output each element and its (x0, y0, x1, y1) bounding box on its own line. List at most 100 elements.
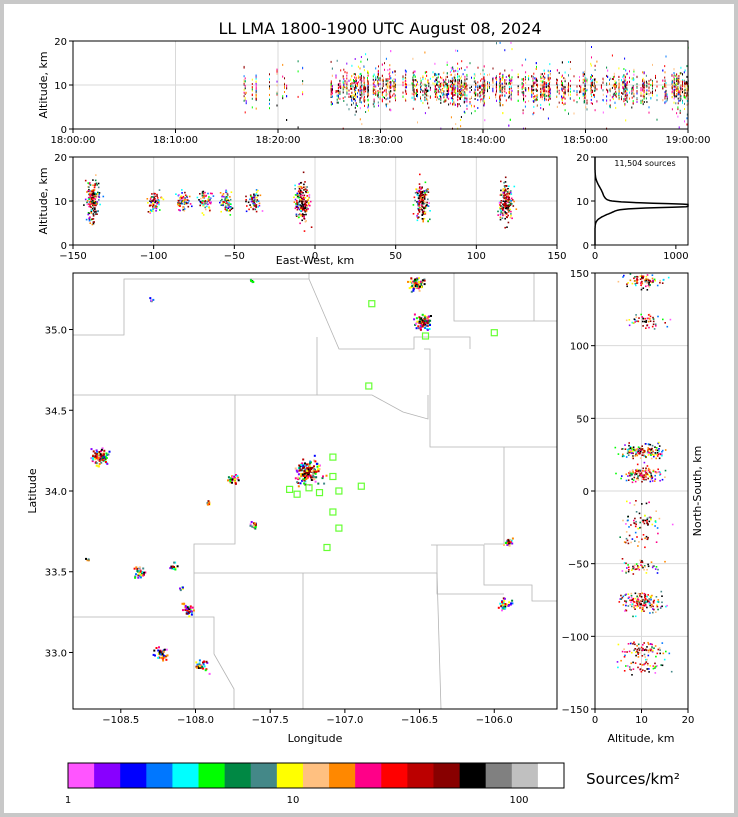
source-point (225, 202, 227, 205)
source-point (199, 193, 201, 195)
source-point (508, 205, 511, 208)
source-point (648, 79, 650, 82)
source-point (195, 666, 198, 669)
source-point (363, 81, 365, 84)
source-point (363, 97, 365, 100)
source-point (295, 213, 298, 216)
source-point (139, 576, 142, 579)
source-point (436, 78, 438, 81)
source-point (457, 98, 459, 101)
source-point (373, 100, 375, 103)
source-point (673, 80, 675, 83)
source-point (367, 58, 368, 61)
source-point (449, 84, 451, 87)
source-point (254, 527, 257, 530)
source-point (464, 75, 466, 78)
source-point (357, 92, 358, 95)
source-point (500, 205, 502, 207)
source-point (642, 99, 644, 102)
source-point (330, 83, 332, 86)
source-point (357, 82, 358, 85)
source-point (414, 199, 416, 202)
source-point (183, 203, 186, 205)
source-point (463, 110, 465, 113)
source-point (415, 317, 418, 320)
source-point (469, 102, 471, 105)
source-point (352, 85, 354, 88)
source-point (561, 88, 563, 91)
source-point (203, 195, 206, 198)
source-point (351, 95, 353, 97)
source-point (521, 78, 523, 81)
source-point (606, 66, 608, 69)
source-point (502, 90, 504, 92)
county-line (73, 337, 318, 396)
source-point (296, 205, 299, 208)
source-point (450, 88, 452, 91)
source-point (421, 197, 424, 199)
source-point (662, 87, 664, 90)
source-point (253, 202, 256, 205)
source-point (543, 69, 545, 72)
source-point (492, 85, 494, 88)
source-point (622, 92, 624, 95)
source-point (150, 210, 153, 213)
source-point (615, 106, 617, 109)
source-point (209, 199, 211, 201)
source-point (584, 73, 585, 76)
source-point (446, 84, 448, 87)
source-point (87, 196, 90, 199)
source-point (646, 89, 648, 92)
source-point (402, 81, 404, 84)
source-point (303, 205, 306, 207)
source-point (417, 90, 418, 93)
source-point (618, 98, 620, 101)
source-point (677, 115, 679, 118)
source-point (684, 120, 685, 123)
source-point (412, 85, 414, 88)
source-point (676, 89, 678, 92)
source-point (500, 212, 502, 214)
source-point (373, 102, 375, 105)
source-point (594, 86, 596, 89)
source-point (309, 462, 311, 465)
source-point (564, 80, 566, 83)
source-point (600, 85, 602, 88)
source-point (247, 201, 250, 204)
source-point (304, 197, 307, 199)
time-height-xtick-label: 18:10:00 (153, 135, 198, 146)
source-point (528, 88, 530, 91)
source-point (137, 576, 140, 579)
source-point (246, 205, 248, 207)
source-point (303, 194, 306, 197)
source-point (141, 570, 144, 573)
source-point (426, 189, 428, 192)
source-point (269, 93, 270, 96)
source-point (618, 82, 620, 85)
source-point (201, 194, 204, 197)
source-point (381, 98, 383, 101)
source-point (393, 92, 395, 95)
source-point (418, 183, 421, 185)
source-point (419, 192, 422, 195)
source-point (561, 84, 563, 87)
source-point (88, 193, 91, 196)
source-point (582, 81, 584, 84)
source-point (492, 89, 494, 92)
source-point (93, 211, 96, 213)
source-point (655, 89, 656, 92)
source-point (298, 204, 301, 206)
source-point (525, 95, 527, 98)
source-point (643, 101, 645, 103)
source-point (395, 84, 396, 87)
source-point (573, 112, 575, 115)
source-point (481, 90, 483, 93)
source-point (592, 102, 593, 105)
source-point (222, 204, 224, 207)
source-point (181, 602, 184, 605)
source-point (352, 88, 354, 91)
source-point (94, 183, 96, 185)
source-point (590, 62, 592, 65)
time-height-xtick-label: 18:30:00 (358, 135, 403, 146)
source-point (394, 89, 396, 92)
